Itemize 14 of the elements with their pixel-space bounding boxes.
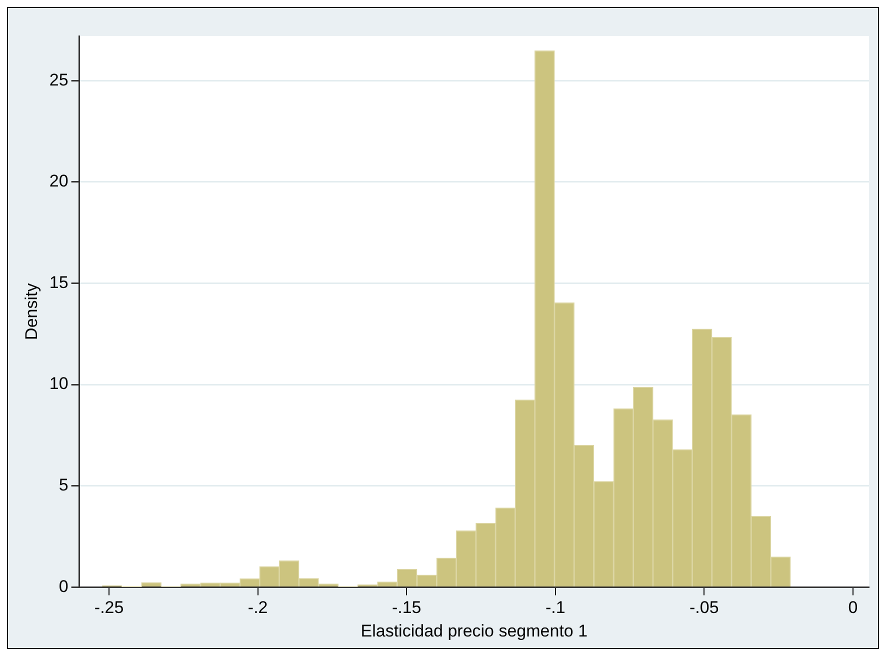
y-tick-label: 10 xyxy=(49,374,68,394)
y-axis-title: Density xyxy=(22,282,41,340)
x-tick-label: -.2 xyxy=(248,598,268,618)
y-tick-label: 15 xyxy=(49,272,68,292)
y-tick-label: 0 xyxy=(58,576,68,596)
x-tick-label: -.15 xyxy=(392,598,422,618)
y-tick-label: 5 xyxy=(58,476,68,495)
x-axis-title: Elasticidad precio segmento 1 xyxy=(360,621,588,640)
y-tick-label: 25 xyxy=(49,70,68,90)
y-tick-label: 20 xyxy=(49,172,68,191)
x-tick-label: 0 xyxy=(848,598,858,618)
x-tick-label: -.05 xyxy=(690,598,719,618)
x-tick-label: -.1 xyxy=(545,598,566,618)
x-tick-label: -.25 xyxy=(94,598,124,618)
